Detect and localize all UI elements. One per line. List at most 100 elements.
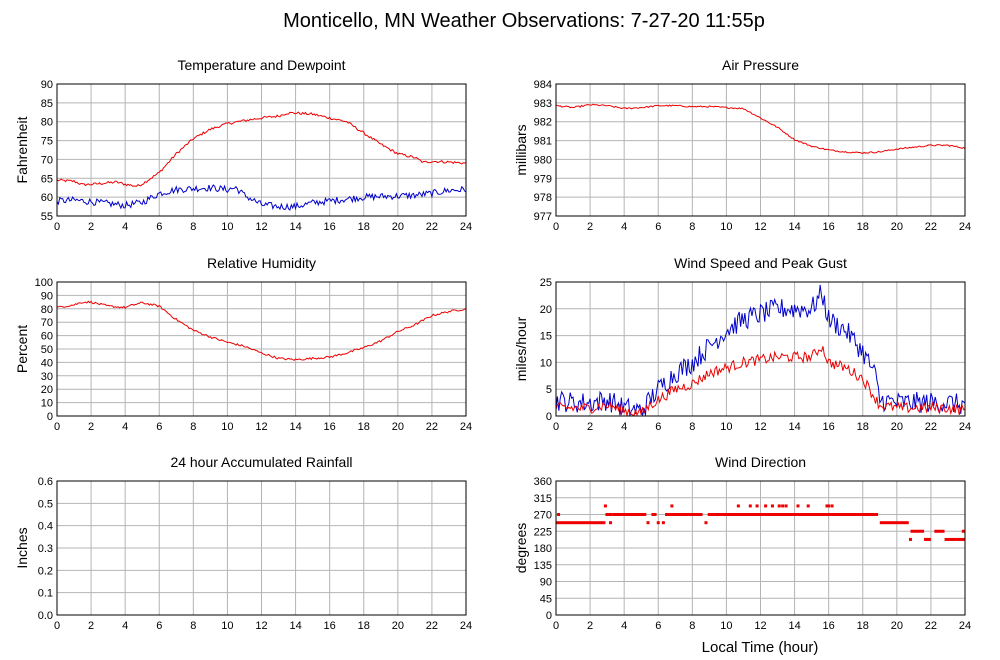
x-tick-label: 2 [88, 620, 94, 632]
y-tick-label: 977 [534, 211, 552, 223]
direction-point [661, 521, 665, 525]
y-axis-label-humidity: Percent [14, 325, 30, 373]
page-title: Monticello, MN Weather Observations: 7-2… [283, 10, 765, 32]
direction-run [934, 529, 945, 533]
y-tick-label: 270 [534, 510, 552, 522]
x-tick-label: 24 [959, 221, 971, 233]
x-tick-label: 14 [289, 421, 301, 433]
y-axis-label-pressure: millibars [513, 124, 529, 175]
direction-point [656, 521, 660, 525]
x-tick-label: 2 [587, 421, 593, 433]
x-tick-label: 4 [621, 421, 627, 433]
direction-point [670, 504, 674, 508]
y-tick-label: 360 [534, 476, 552, 488]
x-tick-label: 20 [891, 620, 903, 632]
x-tick-label: 0 [553, 221, 559, 233]
x-tick-label: 10 [720, 421, 732, 433]
y-tick-label: 40 [41, 357, 53, 369]
y-tick-label: 315 [534, 493, 552, 505]
x-tick-label: 0 [553, 620, 559, 632]
x-tick-label: 8 [190, 421, 196, 433]
chart-title-pressure: Air Pressure [722, 57, 799, 73]
direction-point [806, 504, 810, 508]
plot-area-pressure [556, 103, 965, 155]
chart-temp: 0 2 4 6 8 10 12 14 16 18 20 22 245560657075808590Tem… [14, 57, 472, 233]
chart-humidity: 0 2 4 6 8 10 12 14 16 18 20 22 240102030405060708090… [14, 255, 472, 433]
y-tick-label: 100 [35, 277, 53, 289]
direction-run [665, 513, 703, 516]
x-tick-label: 18 [358, 421, 370, 433]
y-tick-label: 981 [534, 136, 552, 148]
direction-run [707, 513, 879, 516]
x-tick-label: 20 [392, 421, 404, 433]
chart-title-humidity: Relative Humidity [207, 255, 316, 271]
y-tick-label: 65 [41, 173, 53, 185]
y-tick-label: 20 [41, 384, 53, 396]
x-tick-label: 4 [621, 221, 627, 233]
y-tick-label: 60 [41, 331, 53, 343]
x-tick-label: 22 [426, 221, 438, 233]
x-tick-label: 14 [788, 421, 800, 433]
y-tick-label: 90 [41, 79, 53, 91]
x-tick-label: 4 [122, 421, 128, 433]
x-tick-label: 10 [720, 620, 732, 632]
x-tick-label: 12 [754, 421, 766, 433]
y-tick-label: 983 [534, 98, 552, 110]
plot-frame [555, 281, 966, 417]
direction-point [825, 504, 829, 508]
x-tick-label: 22 [925, 221, 937, 233]
direction-point [646, 521, 650, 525]
x-tick-label: 10 [221, 421, 233, 433]
x-tick-label: 24 [460, 221, 472, 233]
y-tick-label: 90 [540, 577, 552, 589]
x-tick-label: 20 [891, 221, 903, 233]
x-tick-label: 24 [959, 620, 971, 632]
y-tick-label: 85 [41, 98, 53, 110]
chart-title-direction: Wind Direction [715, 454, 806, 470]
y-tick-label: 0 [546, 411, 552, 423]
plot-frame [56, 281, 467, 417]
x-tick-label: 12 [255, 421, 267, 433]
y-tick-label: 0.3 [38, 543, 53, 555]
x-tick-label: 18 [857, 421, 869, 433]
direction-point [557, 513, 561, 516]
x-tick-label: 14 [289, 620, 301, 632]
x-tick-label: 6 [156, 421, 162, 433]
direction-run [651, 513, 657, 516]
direction-point [908, 537, 912, 541]
y-tick-label: 5 [546, 384, 552, 396]
chart-pressure: 0 2 4 6 8 10 12 14 16 18 20 22 249779789799809819829… [513, 57, 971, 233]
chart-title-wind: Wind Speed and Peak Gust [674, 255, 847, 271]
y-tick-label: 10 [540, 357, 552, 369]
direction-run [944, 537, 965, 541]
y-tick-label: 0 [47, 411, 53, 423]
x-tick-label: 16 [823, 221, 835, 233]
y-tick-label: 80 [41, 117, 53, 129]
x-tick-label: 22 [925, 620, 937, 632]
x-tick-label: 16 [324, 620, 336, 632]
y-tick-label: 70 [41, 317, 53, 329]
x-tick-label: 20 [891, 421, 903, 433]
x-tick-label: 6 [156, 620, 162, 632]
y-tick-label: 70 [41, 154, 53, 166]
chart-title-rain: 24 hour Accumulated Rainfall [170, 454, 352, 470]
y-tick-label: 982 [534, 117, 552, 129]
y-tick-label: 20 [540, 304, 552, 316]
x-tick-label: 8 [689, 221, 695, 233]
x-tick-label: 12 [754, 221, 766, 233]
y-tick-label: 0.0 [38, 610, 53, 622]
x-tick-label: 18 [857, 221, 869, 233]
plot-area-temp [57, 111, 466, 211]
x-tick-label: 10 [720, 221, 732, 233]
y-tick-label: 0.2 [38, 565, 53, 577]
x-tick-label: 24 [959, 421, 971, 433]
y-tick-label: 135 [534, 560, 552, 572]
x-tick-label: 4 [122, 221, 128, 233]
y-tick-label: 10 [41, 398, 53, 410]
y-tick-label: 55 [41, 211, 53, 223]
x-tick-label: 6 [655, 221, 661, 233]
series-line-wind-1 [556, 346, 965, 416]
x-axis-label: Local Time (hour) [702, 639, 819, 656]
direction-point [827, 504, 831, 508]
